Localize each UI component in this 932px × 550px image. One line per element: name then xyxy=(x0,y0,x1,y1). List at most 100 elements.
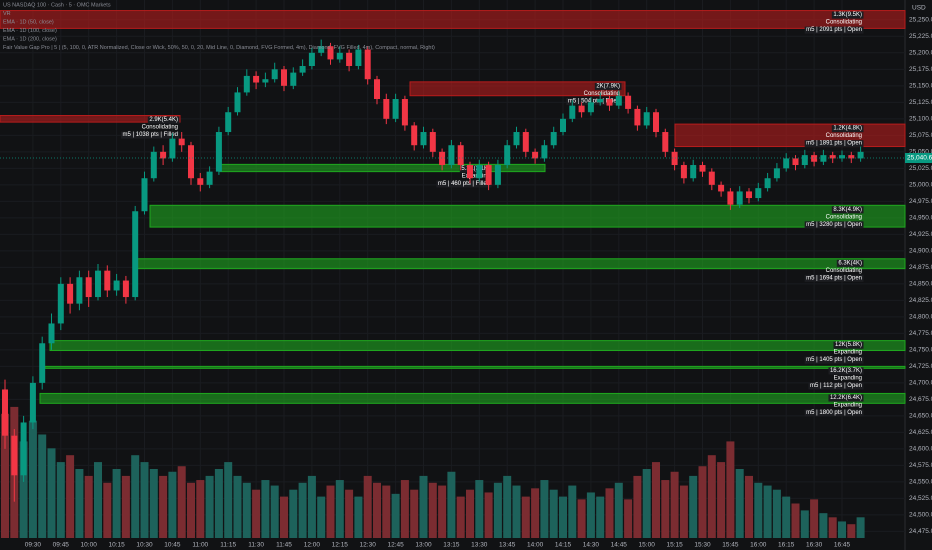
candle-body xyxy=(132,211,139,298)
candle-body xyxy=(532,151,539,159)
zone-label: Consolidating xyxy=(826,214,862,220)
y-tick-label: 25,200.00 xyxy=(909,50,932,57)
candle-body xyxy=(829,155,836,159)
volume-bar xyxy=(512,485,521,538)
volume-bar xyxy=(121,475,130,538)
y-tick-label: 25,000.00 xyxy=(909,182,932,189)
header-line: EMA · 1D (200, close) xyxy=(3,36,57,42)
y-tick-label: 24,525.00 xyxy=(909,495,932,502)
candle-body xyxy=(783,158,790,169)
x-tick-label: 11:00 xyxy=(192,542,208,549)
volume-bar xyxy=(335,480,344,538)
header-line: Fair Value Gap Pro | 5 | (5, 100, 0, ATR… xyxy=(3,45,435,51)
y-tick-label: 24,875.00 xyxy=(909,264,932,271)
volume-bar xyxy=(800,510,809,538)
zone-label-background xyxy=(808,382,864,390)
candle-body xyxy=(699,165,706,172)
fvg-zone xyxy=(39,392,906,404)
candle-body xyxy=(727,191,734,205)
volume-bar xyxy=(363,475,372,538)
volume-bar xyxy=(373,482,381,538)
candle-body xyxy=(225,112,232,133)
candle-body xyxy=(29,382,36,423)
volume-bar xyxy=(679,485,688,538)
volume-bar xyxy=(187,482,195,538)
volume-bar xyxy=(484,492,493,538)
candle-body xyxy=(39,343,46,383)
x-tick-label: 10:00 xyxy=(81,542,98,549)
y-tick-label: 24,475.00 xyxy=(909,528,932,535)
candle-body xyxy=(718,184,725,192)
candle-body xyxy=(550,132,557,146)
y-tick-label: 25,125.00 xyxy=(909,99,932,106)
volume-bar xyxy=(270,485,279,538)
candle-layer xyxy=(2,39,864,502)
candle-body xyxy=(504,145,511,166)
volume-bar xyxy=(307,475,316,538)
zone-label-background xyxy=(459,165,492,173)
x-tick-label: 12:00 xyxy=(304,542,321,549)
volume-bar xyxy=(586,492,595,538)
volume-bar xyxy=(400,480,409,538)
candle-body xyxy=(764,178,771,189)
candle-body xyxy=(67,283,74,304)
y-tick-label: 24,700.00 xyxy=(909,380,932,387)
volume-bar xyxy=(698,466,707,538)
candle-body xyxy=(290,72,297,86)
y-tick-label: 24,775.00 xyxy=(909,330,932,337)
volume-bar xyxy=(772,489,781,538)
zone-label-background xyxy=(147,116,180,124)
zone-label-background xyxy=(804,26,864,34)
candle-body xyxy=(448,145,455,166)
volume-bar xyxy=(605,488,614,538)
volume-bar xyxy=(847,524,856,538)
volume-bar xyxy=(745,475,753,538)
zone-label: m5 | 112 pts | Open xyxy=(810,383,862,389)
candle-body xyxy=(560,118,566,133)
candle-body xyxy=(755,188,762,199)
volume-bar xyxy=(252,489,261,538)
candle-body xyxy=(150,151,157,179)
candle-body xyxy=(336,52,343,60)
volume-bar xyxy=(19,441,28,538)
zone-label: 2.9K(5.4K) xyxy=(149,117,178,123)
candle-body xyxy=(169,138,176,159)
volume-bar xyxy=(763,485,772,538)
volume-bar xyxy=(112,469,121,538)
volume-bar xyxy=(735,469,744,538)
volume-bar xyxy=(38,434,47,538)
volume-bar xyxy=(475,480,484,538)
header-line: US NASDAQ 100 · Cash · 5 · OMC Markets xyxy=(3,2,111,8)
y-tick-label: 24,725.00 xyxy=(909,363,932,370)
volume-bar xyxy=(224,462,233,538)
zone-label-background xyxy=(566,97,622,105)
volume-bar xyxy=(205,475,214,538)
zone-label: Consolidating xyxy=(826,133,862,139)
zone-label: Expanding xyxy=(834,375,862,381)
zone-label-background xyxy=(804,409,864,417)
candle-body xyxy=(262,79,269,83)
header-line: EMA · 1D (100, close) xyxy=(3,28,57,34)
candle-body xyxy=(587,102,594,113)
volume-bar xyxy=(559,496,567,538)
fvg-zone xyxy=(674,123,906,148)
candle-body xyxy=(318,46,325,53)
zone-label: m5 | 2091 pts | Open xyxy=(806,27,862,33)
candle-body xyxy=(820,155,827,162)
candle-body xyxy=(476,165,483,179)
zone-label: Consolidating xyxy=(584,91,620,97)
x-tick-label: 14:30 xyxy=(583,542,600,549)
candle-body xyxy=(271,69,278,80)
x-tick-label: 13:45 xyxy=(499,542,516,549)
candle-body xyxy=(308,52,315,67)
candle-body xyxy=(95,270,101,298)
volume-bar xyxy=(707,455,716,538)
candle-body xyxy=(736,191,743,205)
volume-bar xyxy=(214,469,223,538)
volume-bar xyxy=(791,503,800,538)
zone-label-background xyxy=(436,180,492,188)
y-tick-label: 24,750.00 xyxy=(909,347,932,354)
zone-label: m5 | 1800 pts | Open xyxy=(806,410,862,416)
y-tick-label: 24,950.00 xyxy=(909,215,932,222)
